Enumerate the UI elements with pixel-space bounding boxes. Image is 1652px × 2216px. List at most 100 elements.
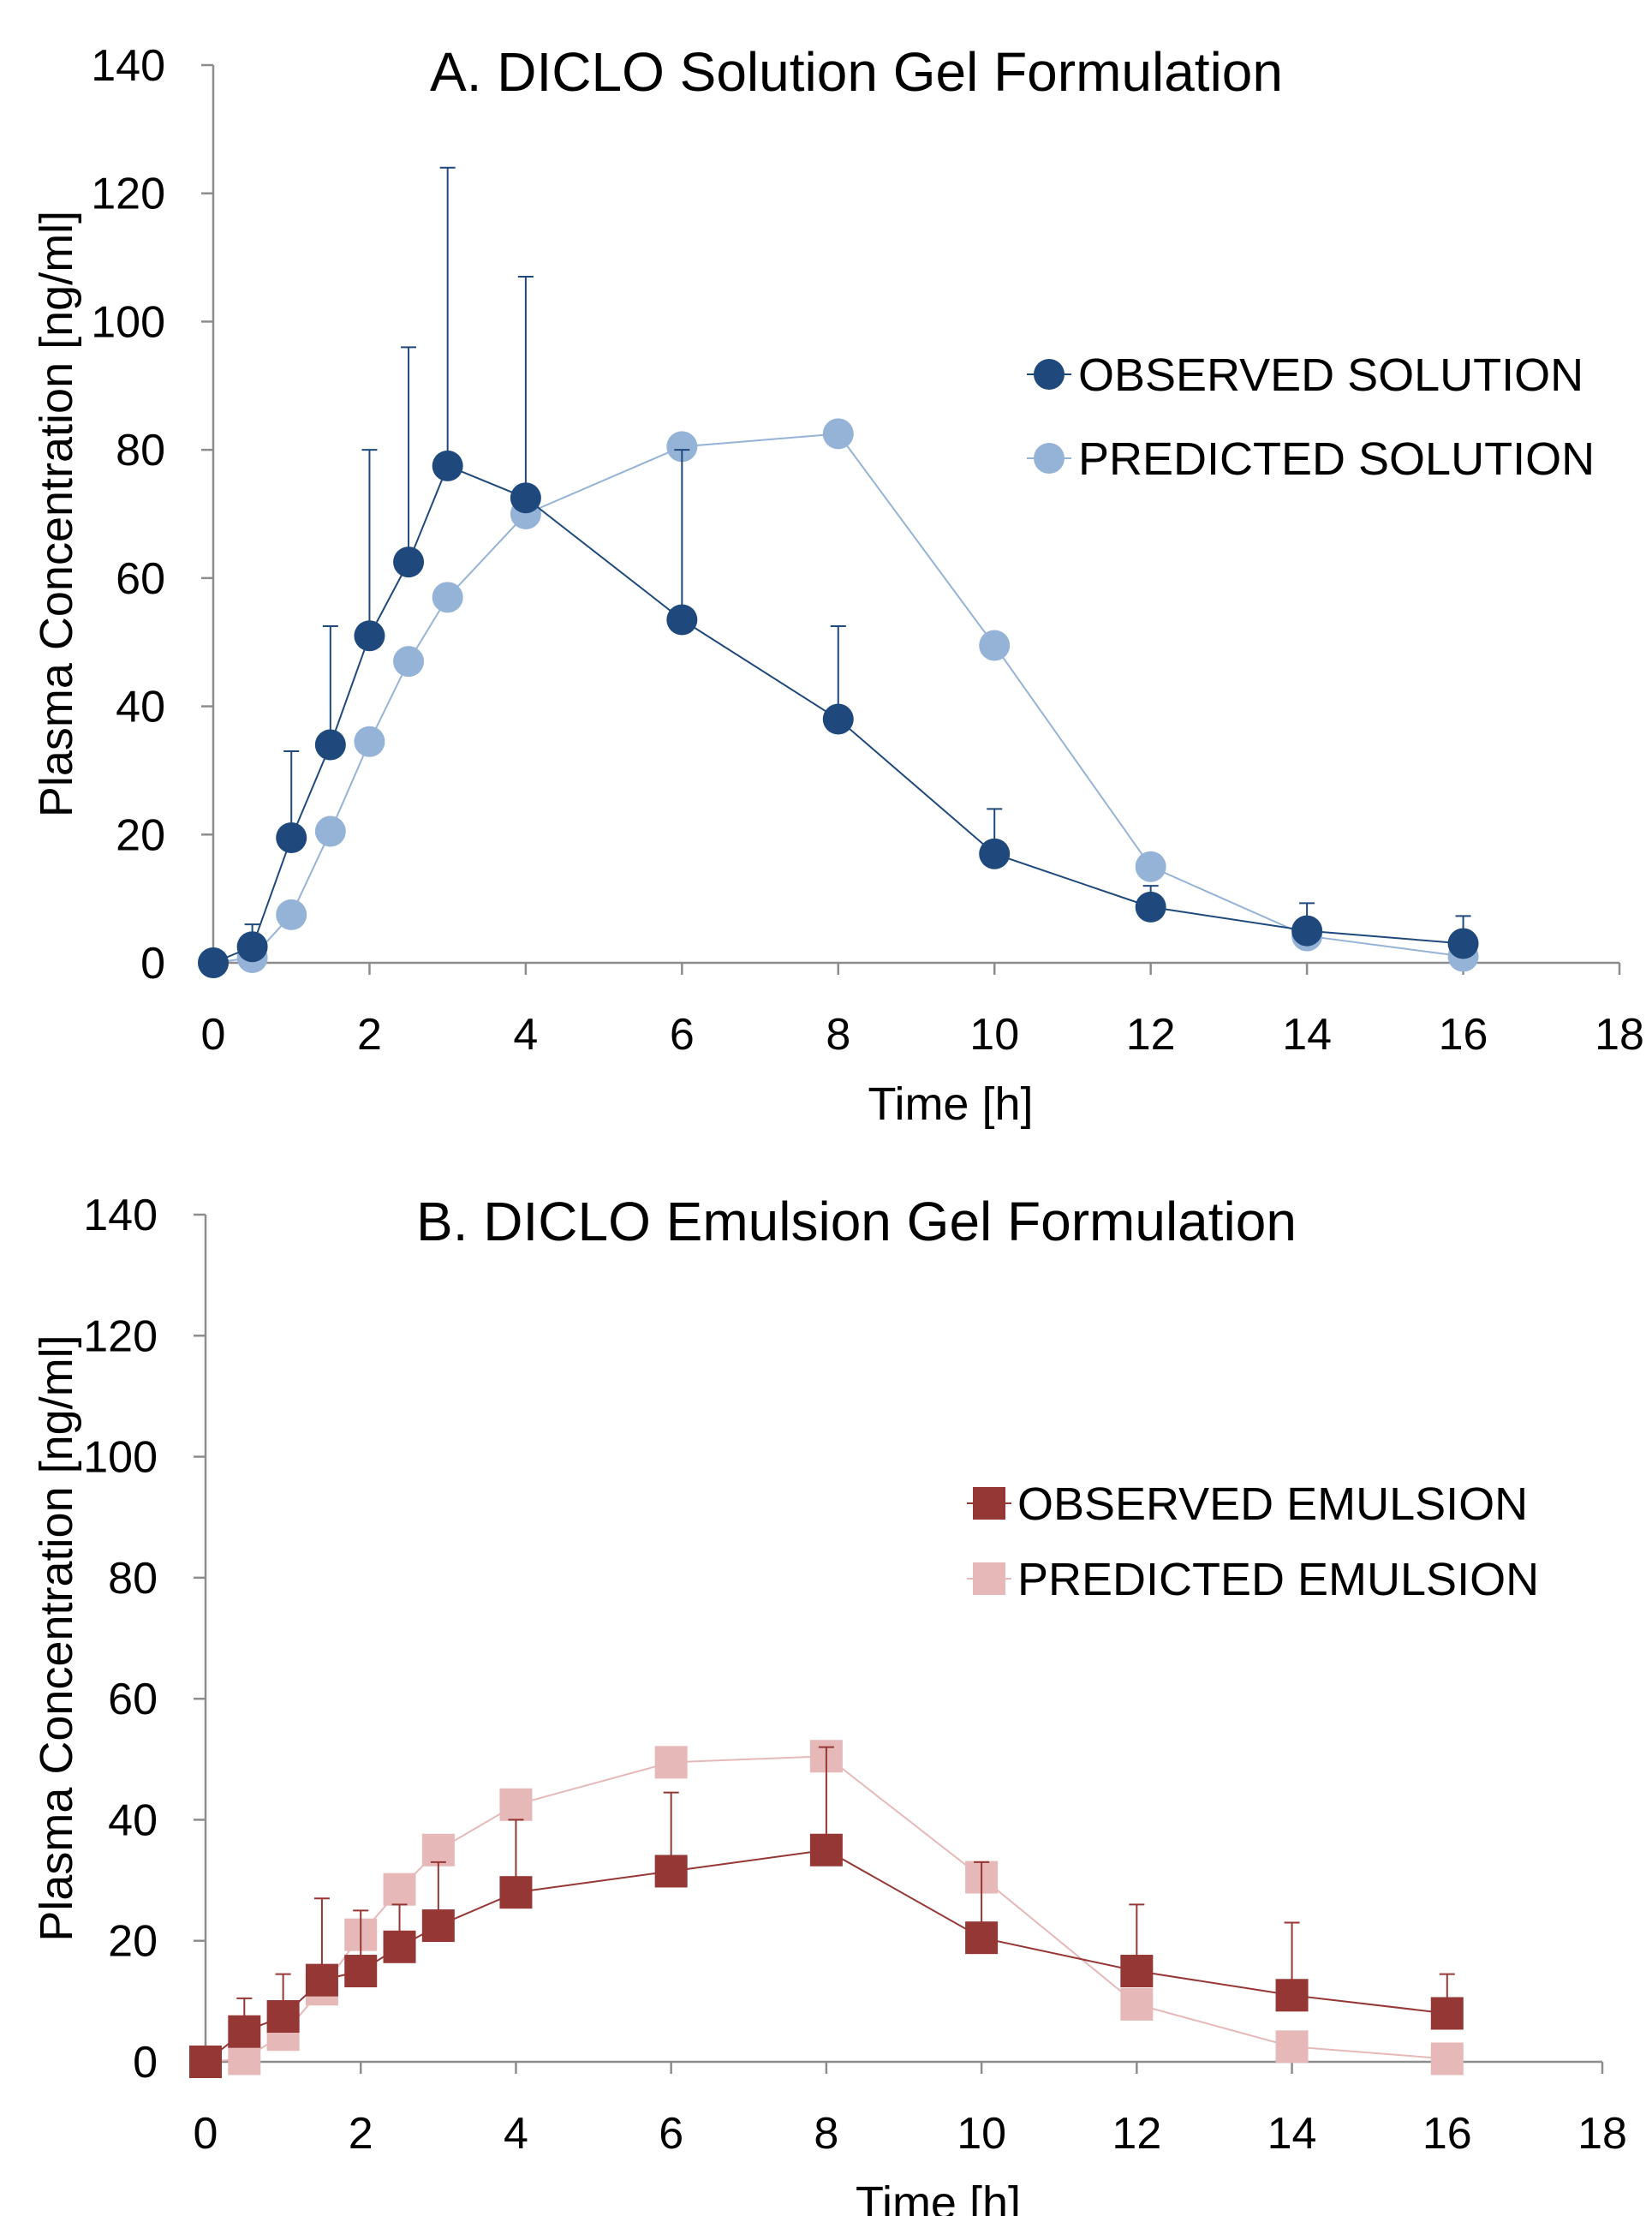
y-tick-label: 60: [108, 1675, 158, 1724]
legend: OBSERVED EMULSION PREDICTED EMULSION: [967, 1478, 1539, 1605]
data-point: [393, 547, 425, 578]
data-point: [822, 703, 854, 735]
data-point: [1120, 1987, 1154, 2021]
y-tick-label: 100: [91, 297, 165, 347]
x-tick-label: 8: [814, 2109, 838, 2159]
x-tick-label: 8: [826, 1010, 850, 1060]
y-tick-label: 0: [140, 939, 165, 989]
data-point: [354, 726, 385, 757]
legend-label: OBSERVED SOLUTION: [1078, 349, 1583, 401]
data-point: [1430, 2042, 1464, 2076]
x-tick-label: 14: [1267, 2109, 1317, 2159]
data-point: [1135, 891, 1166, 923]
x-tick-label: 4: [513, 1010, 538, 1060]
data-point: [276, 899, 307, 930]
chart-title: A. DICLO Solution Gel Formulation: [430, 41, 1283, 103]
legend-marker: [973, 1487, 1005, 1520]
data-point: [654, 1746, 688, 1779]
y-tick-label: 40: [116, 683, 165, 732]
data-point: [344, 1955, 378, 1988]
chart-b: 0 20 40 60 80 100 120 140 0 2 4 6 8 10 12 14 16 18 Time [h…: [31, 1191, 1627, 2216]
data-point: [1291, 915, 1323, 947]
series-observed-emulsion: [189, 1746, 1464, 2078]
data-point: [1135, 851, 1166, 882]
x-tick-label: 0: [194, 2109, 218, 2159]
data-point: [314, 729, 346, 761]
data-point: [305, 1963, 338, 1997]
legend-marker: [973, 1562, 1005, 1595]
x-tick-label: 16: [1422, 2109, 1472, 2159]
data-point: [666, 604, 698, 636]
x-tick-label: 4: [504, 2109, 528, 2159]
x-tick-label: 12: [1126, 1010, 1176, 1060]
data-point: [1120, 1955, 1154, 1988]
legend-marker: [1034, 443, 1065, 474]
x-axis-title: Time [h]: [868, 1078, 1033, 1130]
data-point: [236, 931, 268, 963]
x-tick-label: 2: [357, 1010, 382, 1060]
y-tick-label: 140: [83, 1191, 158, 1240]
x-tick-label: 10: [969, 1010, 1019, 1060]
x-tick-label: 0: [201, 1010, 226, 1060]
data-point: [314, 815, 346, 847]
legend: OBSERVED SOLUTION PREDICTED SOLUTION: [1027, 349, 1595, 485]
x-tick-label: 6: [670, 1010, 695, 1060]
data-point: [979, 838, 1011, 869]
y-tick-label: 120: [91, 170, 165, 219]
series-line: [212, 464, 1464, 964]
x-tick-label: 16: [1439, 1010, 1488, 1060]
legend-label: PREDICTED EMULSION: [1017, 1554, 1539, 1605]
data-point: [979, 630, 1011, 661]
y-tick-label: 100: [83, 1433, 158, 1483]
x-tick-label: 10: [957, 2109, 1006, 2159]
data-point: [1430, 1997, 1464, 2030]
x-tick-label: 6: [659, 2109, 683, 2159]
legend-label: PREDICTED SOLUTION: [1078, 433, 1595, 485]
x-tick-label: 2: [349, 2109, 373, 2159]
data-point: [1275, 2030, 1309, 2064]
y-tick-label: 40: [108, 1795, 158, 1845]
chart-title: B. DICLO Emulsion Gel Formulation: [416, 1191, 1297, 1252]
y-tick-label: 80: [108, 1554, 158, 1604]
y-axis-title: Plasma Concentration [ng/ml]: [31, 211, 82, 817]
data-point: [421, 1909, 455, 1943]
data-point: [189, 2046, 222, 2078]
data-point: [228, 2015, 261, 2048]
data-point: [266, 2000, 300, 2034]
series-observed-solution: [198, 166, 1479, 978]
data-point: [432, 582, 463, 613]
chart-a: 0 20 40 60 80 100 120 140 0 2 4 6 8 10 12 14 16 18 Time [h…: [31, 41, 1644, 1130]
x-axis-title: Time [h]: [856, 2177, 1021, 2216]
y-tick-label: 20: [108, 1917, 158, 1967]
data-point: [1275, 1979, 1309, 2012]
data-point: [383, 1930, 416, 1963]
legend-marker: [1034, 359, 1065, 390]
data-point: [228, 2042, 261, 2076]
data-point: [354, 620, 385, 652]
y-tick-label: 120: [83, 1311, 158, 1361]
y-axis-title: Plasma Concentration [ng/ml]: [31, 1335, 82, 1941]
data-point: [276, 822, 307, 854]
data-point: [809, 1833, 843, 1867]
legend-label: OBSERVED EMULSION: [1017, 1478, 1528, 1530]
y-tick-label: 20: [116, 810, 165, 860]
y-tick-label: 60: [116, 554, 165, 604]
data-point: [198, 947, 229, 978]
data-point: [499, 1876, 533, 1909]
data-point: [654, 1855, 688, 1888]
data-point: [499, 1788, 533, 1821]
data-point: [510, 482, 541, 514]
y-tick-label: 0: [133, 2038, 158, 2088]
x-tick-label: 14: [1282, 1010, 1332, 1060]
data-point: [666, 431, 698, 463]
y-tick-label: 80: [116, 426, 165, 475]
y-tick-label: 140: [91, 41, 165, 91]
x-tick-label: 12: [1112, 2109, 1161, 2159]
data-point: [1447, 928, 1479, 959]
x-tick-label: 18: [1577, 2109, 1627, 2159]
x-tick-label: 18: [1595, 1010, 1644, 1060]
data-point: [421, 1833, 455, 1867]
data-point: [822, 418, 854, 450]
data-point: [393, 646, 425, 678]
